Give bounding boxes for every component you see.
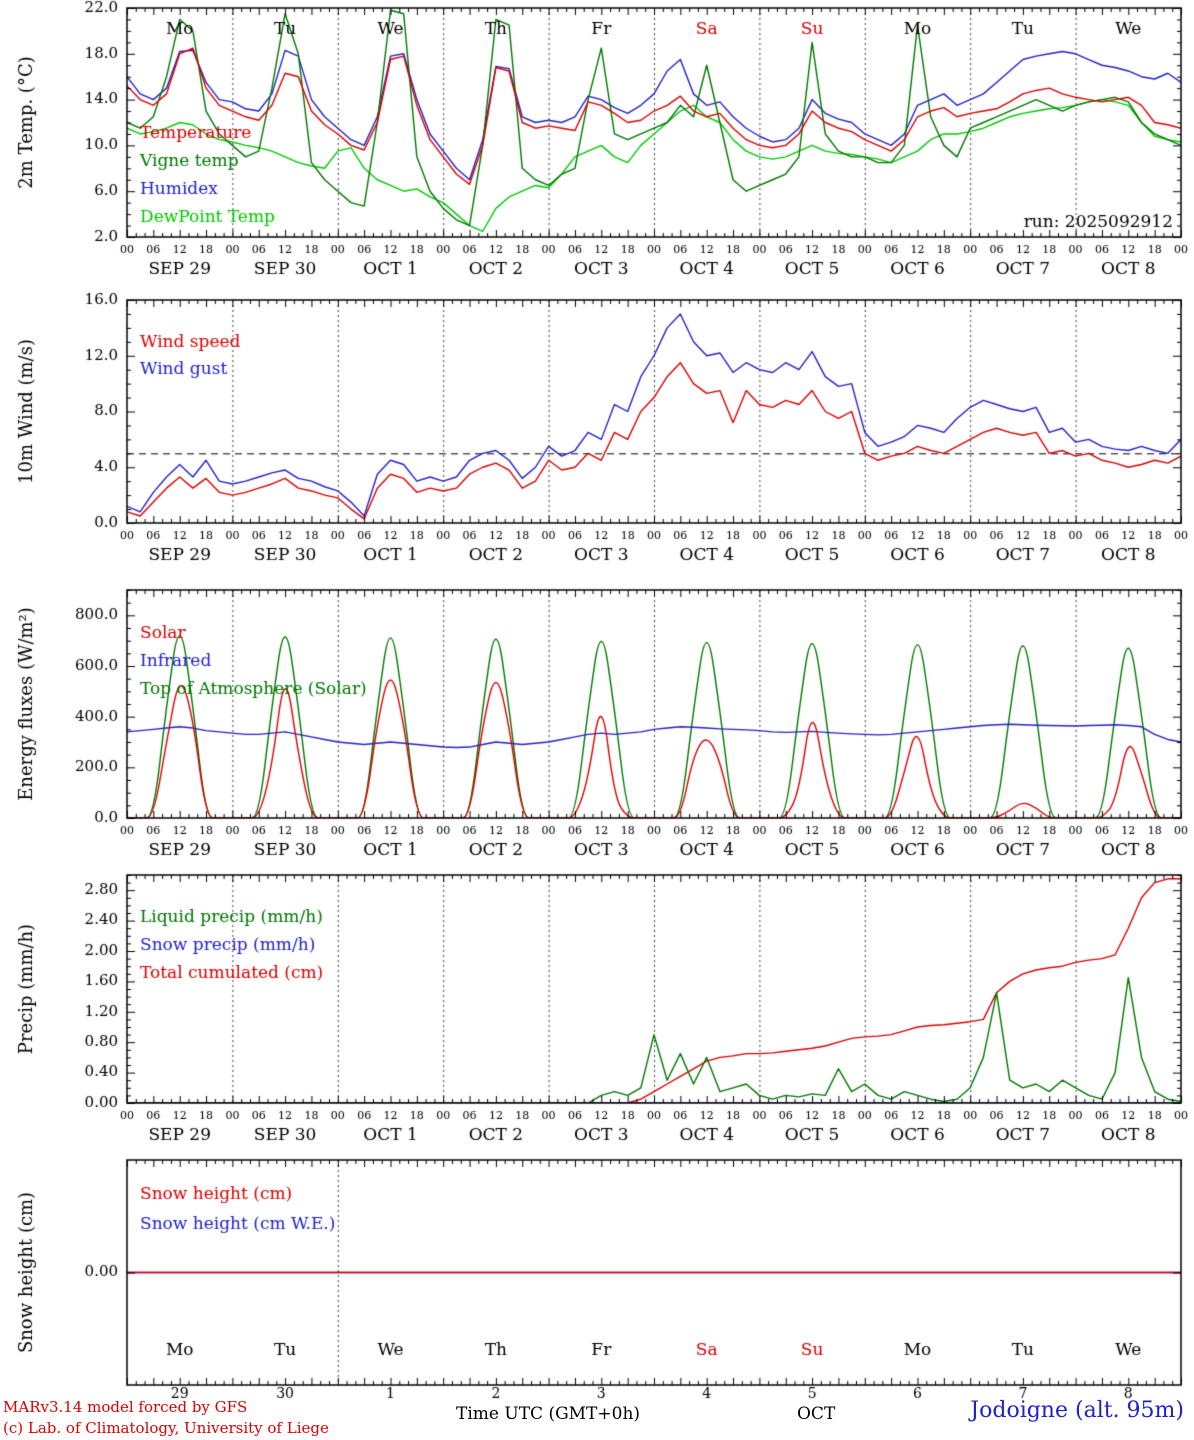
model-credit-line1: MARv3.14 model forced by GFS [3,1398,248,1416]
month-label: OCT [797,1404,836,1424]
time-axis-label: Time UTC (GMT+0h) [456,1404,641,1424]
station-label: Jodoigne (alt. 95m) [970,1398,1184,1423]
model-credit-line2: (c) Lab. of Climatology, University of L… [3,1419,329,1437]
